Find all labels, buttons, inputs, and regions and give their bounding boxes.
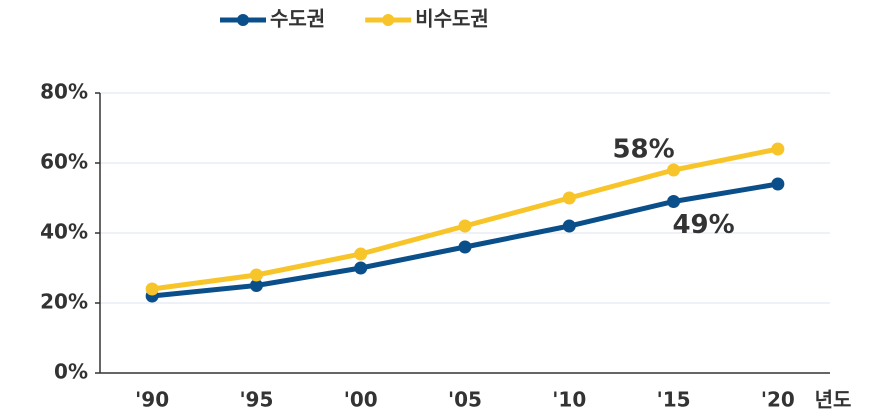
data-point <box>458 219 472 233</box>
data-label: 58% <box>612 135 674 165</box>
data-point <box>249 279 263 292</box>
y-tick-label: 60% <box>40 150 88 174</box>
data-point <box>667 163 681 177</box>
x-tick-label: '90 <box>135 388 169 412</box>
data-point <box>771 142 785 156</box>
legend-label: 비수도권 <box>415 7 489 31</box>
data-point <box>145 282 159 296</box>
series-line <box>151 181 779 299</box>
y-tick-label: 0% <box>54 360 88 384</box>
data-point <box>667 195 681 208</box>
data-point <box>771 177 785 191</box>
data-point <box>562 219 576 233</box>
y-tick-label: 20% <box>40 290 88 314</box>
x-tick-label: '00 <box>344 388 378 412</box>
data-point <box>354 247 368 261</box>
x-tick-label: '20 <box>761 388 795 412</box>
legend-marker <box>237 14 249 26</box>
data-point <box>562 191 576 205</box>
data-point <box>458 240 472 254</box>
x-axis-label: 년도 <box>815 388 852 412</box>
legend-marker <box>382 14 395 26</box>
data-label: 49% <box>672 210 734 240</box>
x-tick-label: '15 <box>657 388 691 412</box>
x-tick-label: '95 <box>239 388 273 412</box>
data-point <box>354 261 368 275</box>
x-tick-label: '05 <box>448 388 482 412</box>
x-tick-label: '10 <box>552 388 586 412</box>
y-tick-label: 40% <box>40 220 88 244</box>
y-tick-label: 80% <box>40 80 88 104</box>
data-point <box>249 268 263 282</box>
legend-label: 수도권 <box>270 7 325 31</box>
